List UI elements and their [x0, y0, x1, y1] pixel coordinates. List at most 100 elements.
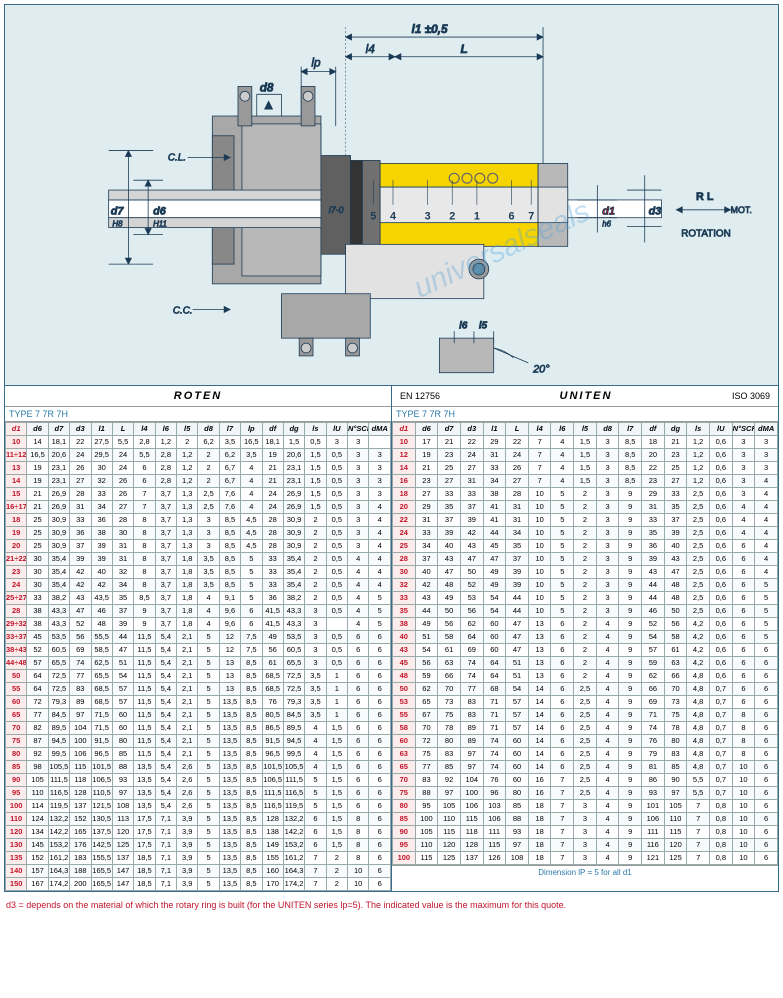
dim-L: L	[460, 42, 467, 56]
table-row: 20293537413110523931352,50,644	[393, 501, 778, 514]
table-row: 657784,59771,56011,55,42,1513,58,580,584…	[6, 709, 391, 722]
table-row: 25÷273338,24343,5358,53,71,849,153638,22…	[6, 592, 391, 605]
table-row: 233035,442403283,71,83,58,553335,420,544	[6, 566, 391, 579]
table-row: 32424852493910523944482,50,665	[393, 579, 778, 592]
table-row: 16÷172126,931342773,71,32,57,642426,91,5…	[6, 501, 391, 514]
dim-d3: d3	[649, 206, 662, 218]
table-row: 131923,126302462,81,226,742123,11,50,533	[6, 462, 391, 475]
table-row: 556472,58368,55711,55,42,15138,568,572,5…	[6, 683, 391, 696]
table-row: 110124132,2152130,511317,57,13,9513,58,5…	[6, 813, 391, 826]
leader-5: 5	[370, 211, 376, 223]
table-row: 29÷323843,352483993,71,849,6641,543,3345	[6, 618, 391, 631]
table-row: 141923,127322662,81,226,742123,11,50,533	[6, 475, 391, 488]
roten-panel: ROTEN TYPE 7 7R 7H d1d6d7d3l1Ll4l6l5d8l7…	[5, 386, 392, 891]
table-row: 121923243124741,538,520231,20,633	[393, 449, 778, 462]
col-L: L	[506, 423, 529, 436]
dim-l1: l1 ±0,5	[411, 22, 448, 36]
table-row: 8598105,5115101,58813,55,42,6513,58,5101…	[6, 761, 391, 774]
table-row: 120134142,2165137,512017,57,13,9513,58,5…	[6, 826, 391, 839]
col-ls: ls	[305, 423, 326, 436]
col-dg: dg	[664, 423, 687, 436]
dim-l5: l5	[479, 320, 488, 331]
table-row: 40515864604713624954584,20,665	[393, 631, 778, 644]
col-N°SCR: N°SCR	[732, 423, 755, 436]
table-row: 851001101151068818734910611070,8106	[393, 813, 778, 826]
table-row: 135152161,2183155,513718,57,13,9513,58,5…	[6, 852, 391, 865]
footnote: d3 = depends on the material of which th…	[0, 896, 783, 914]
dim-l6: l6	[459, 320, 468, 331]
table-row: 130145153,2176142,512517,57,13,9513,58,5…	[6, 839, 391, 852]
table-row: 506472,57765,55411,55,42,15138,568,572,5…	[6, 670, 391, 683]
table-row: 75889710096801672,54993975,50,7106	[393, 787, 778, 800]
table-row: 708289,510471,56011,55,42,1513,58,586,58…	[6, 722, 391, 735]
uniten-brand-bar: EN 12756 UNITEN ISO 3069	[392, 386, 778, 407]
col-l5: l5	[574, 423, 597, 436]
table-row: 142125273326741,538,522251,20,633	[393, 462, 778, 475]
table-row: 95110116,5128110,59713,55,42,6513,58,511…	[6, 787, 391, 800]
table-row: 101721222922741,538,518211,20,633	[393, 436, 778, 449]
leader-1: 1	[474, 211, 480, 223]
col-d3: d3	[460, 423, 483, 436]
table-row: 152126,928332673,71,32,57,642426,91,50,5…	[6, 488, 391, 501]
table-row: 243035,442423483,71,83,58,553335,420,544	[6, 579, 391, 592]
col-dMA: dMA	[369, 423, 391, 436]
col-df: df	[262, 423, 283, 436]
table-row: 607279,38968,55711,55,42,1513,58,57679,3…	[6, 696, 391, 709]
page-frame: l1 ±0,5 l4 L lp d8	[4, 4, 779, 892]
table-row: 10011512513712610818734912112570,8106	[393, 852, 778, 865]
uniten-std-left: EN 12756	[392, 391, 448, 401]
tables-row: ROTEN TYPE 7 7R 7H d1d6d7d3l1Ll4l6l5d8l7…	[5, 386, 778, 891]
table-row: 202530,937393183,71,338,54,52830,920,534	[6, 540, 391, 553]
col-lp: lp	[241, 423, 262, 436]
col-d7: d7	[48, 423, 69, 436]
dim-d7: d7	[111, 206, 125, 218]
table-row: 48596674645113624962664,80,666	[393, 670, 778, 683]
label-RL: R L	[696, 191, 714, 203]
table-row: 80951051061038518734910110570,8106	[393, 800, 778, 813]
roten-brand-bar: ROTEN	[5, 386, 391, 407]
col-lU: lU	[709, 423, 732, 436]
col-lU: lU	[326, 423, 347, 436]
col-d3: d3	[70, 423, 91, 436]
table-row: 283843,347463793,71,849,6641,543,330,545	[6, 605, 391, 618]
dim-lp: lp	[311, 56, 321, 70]
uniten-note: Dimension lP = 5 for all d1	[392, 865, 778, 879]
col-l4: l4	[528, 423, 551, 436]
table-row: 5365738371571462,54969734,80,766	[393, 696, 778, 709]
col-d8: d8	[198, 423, 219, 436]
table-row: 90105111,5118106,59313,55,42,6513,58,510…	[6, 774, 391, 787]
table-row: 44÷485765,57462,55111,55,42,15138,56165,…	[6, 657, 391, 670]
leader-3: 3	[425, 211, 431, 223]
table-row: 18273333382810523929332,50,634	[393, 488, 778, 501]
col-d8: d8	[596, 423, 619, 436]
table-row: 162327313427741,538,523271,20,634	[393, 475, 778, 488]
table-row: 6072808974601462,54976804,80,786	[393, 735, 778, 748]
seal-diagram: l1 ±0,5 l4 L lp d8	[5, 5, 778, 386]
table-row: 6577859774601462,54981854,80,7106	[393, 761, 778, 774]
table-row: 35445056544410523946502,50,665	[393, 605, 778, 618]
table-row: 192530,936383083,71,338,54,52830,920,534	[6, 527, 391, 540]
roten-type: TYPE 7 7R 7H	[5, 407, 391, 422]
table-row: 100114119,5137121,510813,55,42,6513,58,5…	[6, 800, 391, 813]
table-row: 5062707768541462,54966704,80,766	[393, 683, 778, 696]
table-row: 101418,12227,55,52,81,226,23,516,518,11,…	[6, 436, 391, 449]
label-CL: C.L.	[168, 152, 186, 163]
table-row: 901051151181119318734911111570,8106	[393, 826, 778, 839]
col-df: df	[642, 423, 665, 436]
table-row: 5870788971571462,54974784,80,786	[393, 722, 778, 735]
col-d6: d6	[415, 423, 438, 436]
label-angle: 20°	[532, 364, 550, 376]
table-row: 38÷435260,56958,54711,55,42,15127,55660,…	[6, 644, 391, 657]
dim-d1: d1	[602, 206, 615, 218]
table-row: 758794,510091,58011,55,42,1513,58,591,59…	[6, 735, 391, 748]
tol-h6: h6	[602, 220, 611, 229]
table-row: 21÷223035,439393183,71,83,58,553335,420,…	[6, 553, 391, 566]
tol-H11: H11	[153, 220, 167, 229]
leader-7: 7	[528, 211, 534, 223]
table-row: 11÷1216,520,62429,5245,52,81,226,23,5192…	[6, 449, 391, 462]
col-dg: dg	[283, 423, 304, 436]
label-ROT: ROTATION	[681, 228, 730, 239]
label-MOT: MOT.	[731, 205, 752, 215]
dim-l7: l7-0	[329, 205, 344, 215]
table-row: 809299,510696,58511,55,42,1513,58,596,59…	[6, 748, 391, 761]
